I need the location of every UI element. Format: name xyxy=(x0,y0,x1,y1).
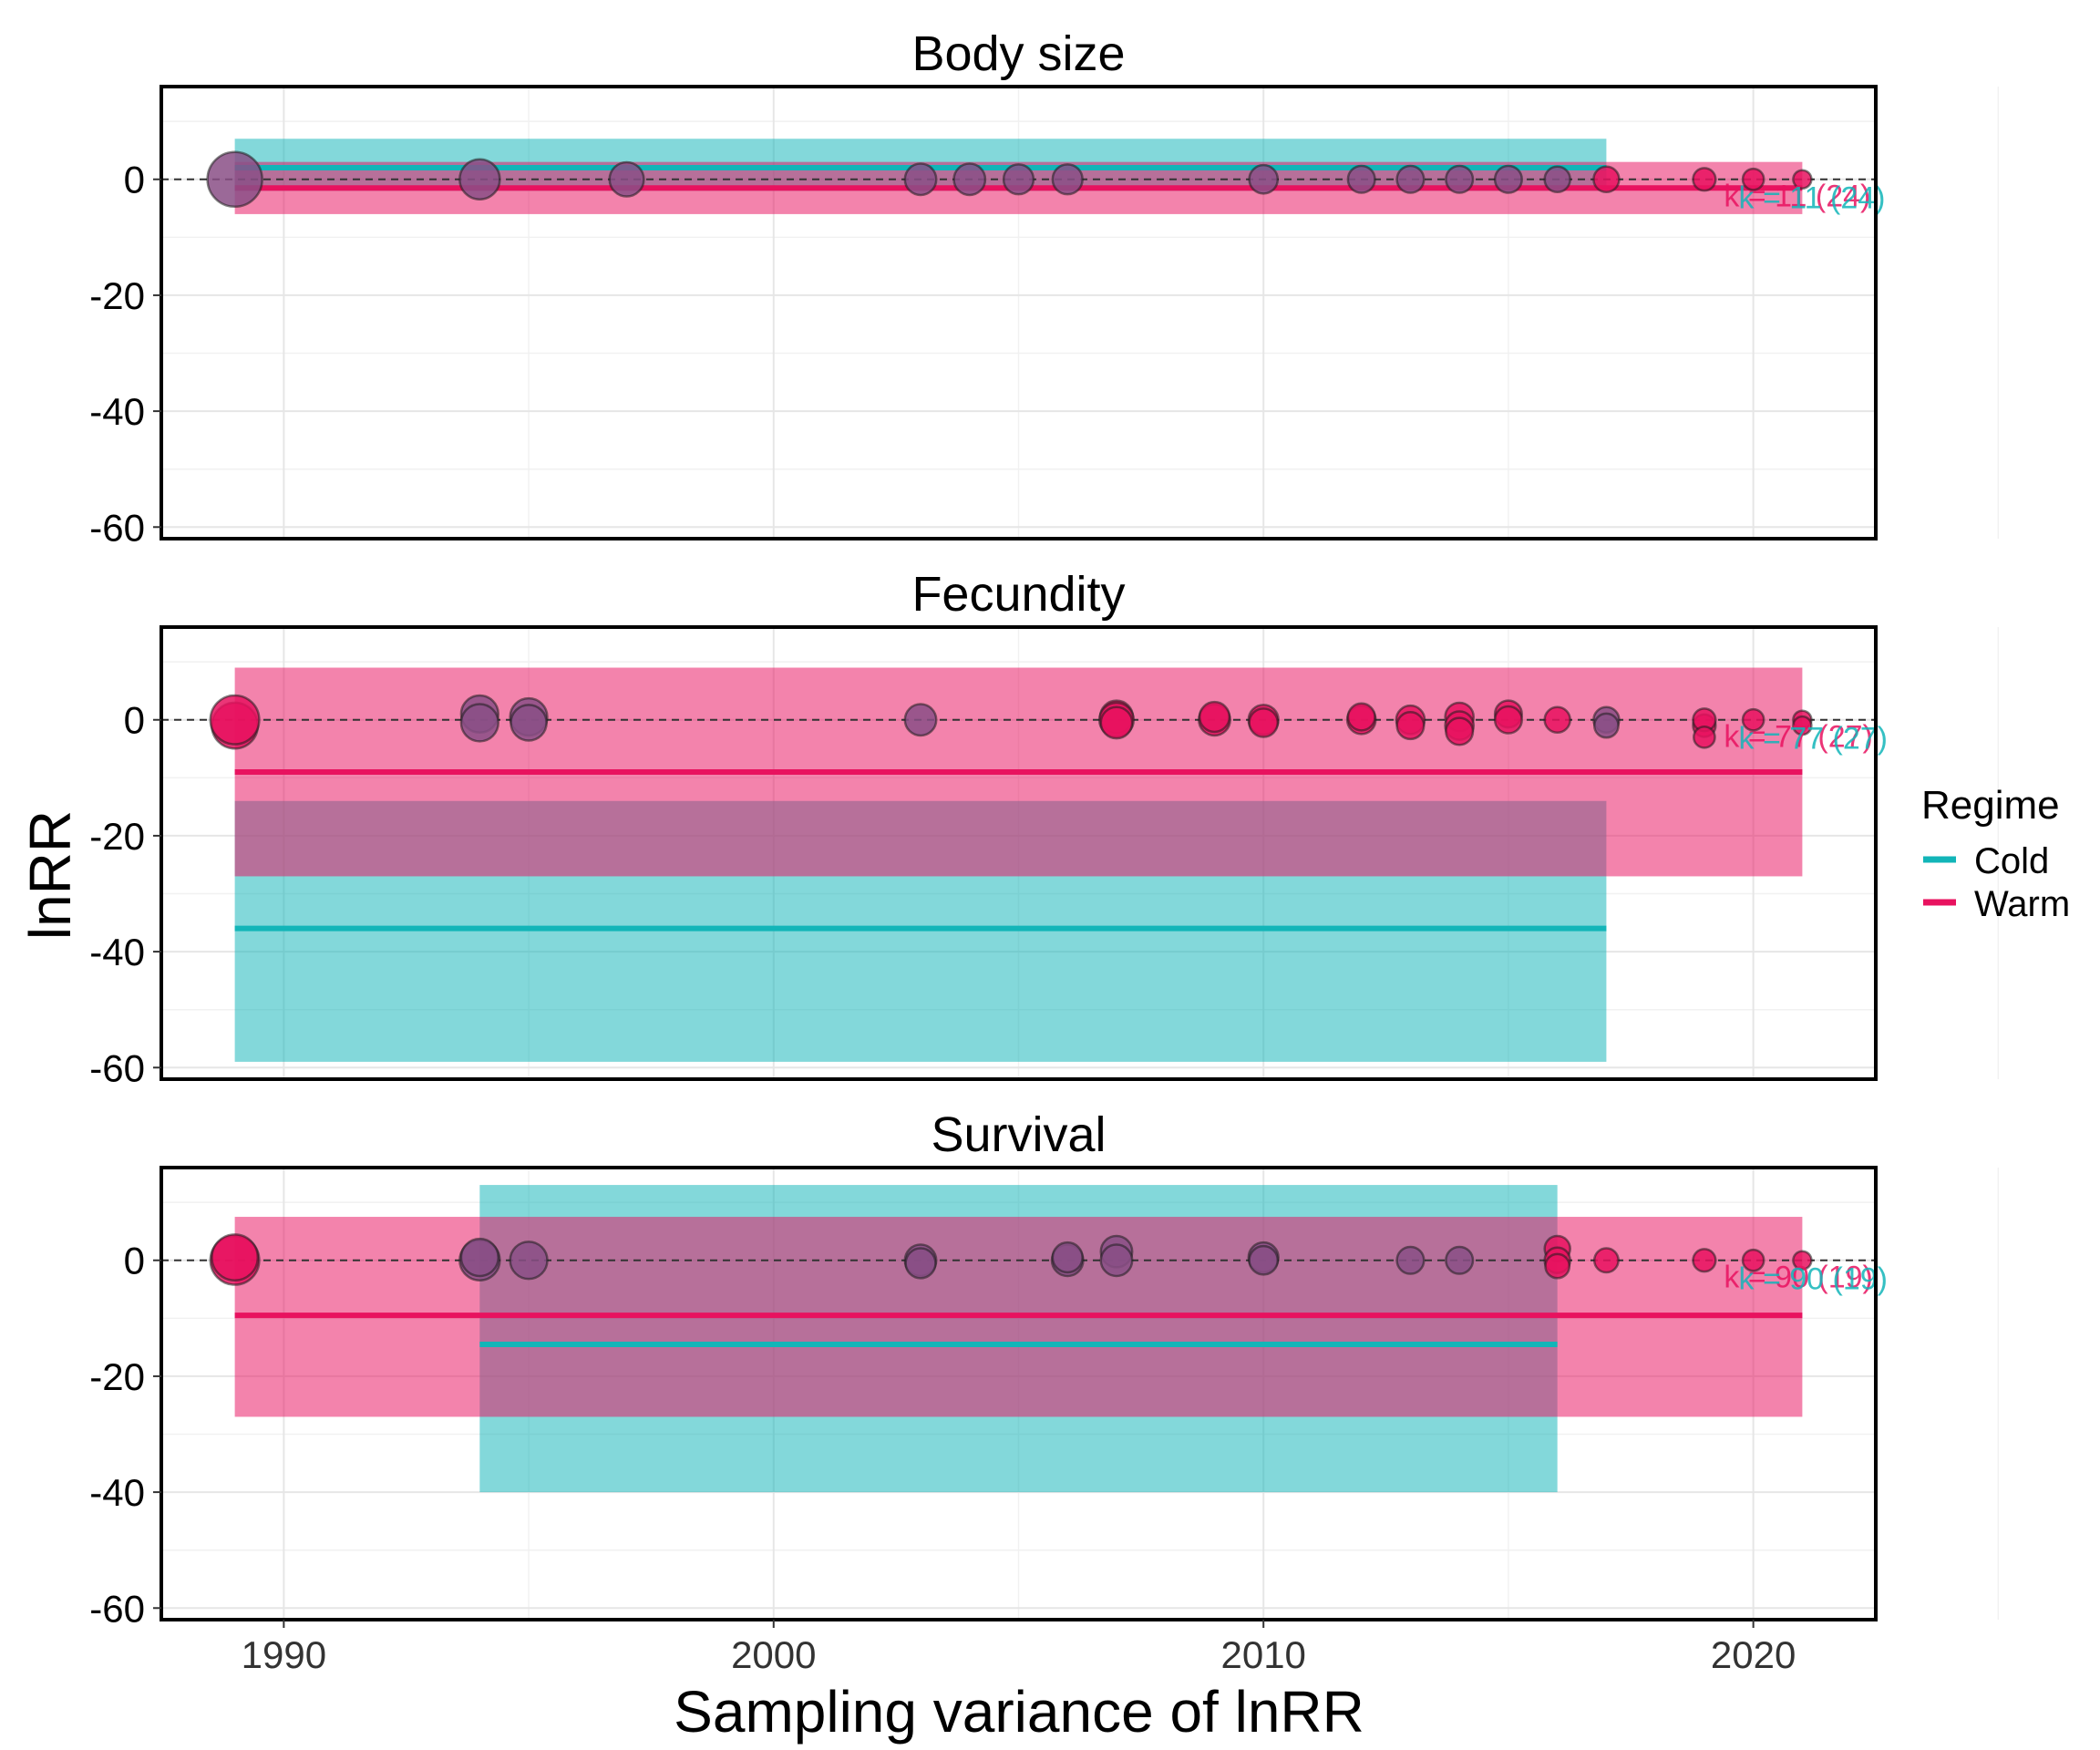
y-axis-title: lnRR xyxy=(17,810,83,940)
data-point xyxy=(1741,167,1765,191)
data-point xyxy=(904,1247,937,1280)
data-point xyxy=(1792,169,1813,190)
data-point xyxy=(1051,163,1084,196)
panel-border xyxy=(160,85,1878,540)
annotation-k-warm: k = 77 (27) xyxy=(1724,720,1872,755)
y-tick-label: -40 xyxy=(89,1471,145,1514)
data-point xyxy=(1792,1250,1813,1271)
y-tick-label: -20 xyxy=(89,815,145,858)
data-point xyxy=(1493,705,1523,735)
y-tick-label: -60 xyxy=(89,1587,145,1630)
annotation-k-cold: k = 90 (19) xyxy=(1739,1262,1888,1297)
data-point xyxy=(1693,725,1716,749)
y-tick-label: 0 xyxy=(124,699,145,742)
data-point xyxy=(1395,1245,1426,1275)
panel-border xyxy=(160,1166,1878,1621)
data-point xyxy=(458,158,501,201)
panel-body-size: k = 11 (24)k = 11 (24) 0 -20 -40 -60 Body siz… xyxy=(89,26,2000,549)
y-tick-label: -40 xyxy=(89,931,145,973)
y-tick-label: -40 xyxy=(89,390,145,433)
data-point xyxy=(1543,165,1571,193)
y-tick-label: -60 xyxy=(89,1046,145,1089)
x-axis-title: Sampling variance of lnRR xyxy=(674,1679,1364,1745)
panel-fecundity: k = 77 (27)k = 77 (27) 0 -20 -40 -60 Fecundit… xyxy=(89,567,2000,1089)
y-tick-label: -20 xyxy=(89,1355,145,1398)
panel-title: Fecundity xyxy=(911,567,1125,622)
data-point xyxy=(1544,1252,1571,1280)
data-point xyxy=(1198,700,1231,734)
panel-survival: k = 90 (19)k = 90 (19) 0 -20 -40 -60 1990 2000… xyxy=(89,1107,2000,1676)
data-point xyxy=(1592,712,1620,739)
data-point xyxy=(903,703,938,737)
data-point xyxy=(209,694,261,746)
data-point xyxy=(1248,707,1280,738)
data-point xyxy=(1445,164,1475,194)
data-point xyxy=(1592,1247,1620,1274)
y-tick-label: 0 xyxy=(124,1240,145,1282)
data-point xyxy=(1445,1245,1475,1275)
panel-border xyxy=(160,625,1878,1081)
legend-label-cold: Cold xyxy=(1974,841,2049,881)
data-point xyxy=(1346,702,1376,732)
y-tick-label: -20 xyxy=(89,274,145,317)
data-point xyxy=(1099,705,1134,740)
legend: Regime Cold Warm xyxy=(1921,783,2070,924)
data-point xyxy=(1395,711,1426,741)
data-point xyxy=(1493,164,1523,194)
legend-label-warm: Warm xyxy=(1974,884,2070,924)
data-point xyxy=(1692,1248,1717,1273)
annotation-k-warm: k = 11 (24) xyxy=(1724,180,1870,214)
data-point xyxy=(509,1240,549,1281)
data-point xyxy=(1099,1243,1134,1278)
data-point xyxy=(1543,705,1571,734)
annotation-k-warm: k = 90 (19) xyxy=(1724,1261,1872,1295)
annotation-k-cold: k = 11 (24) xyxy=(1739,181,1886,216)
x-tick-label: 1990 xyxy=(242,1633,326,1676)
data-point xyxy=(1692,167,1717,192)
data-point xyxy=(211,1233,260,1282)
x-tick-label: 2020 xyxy=(1711,1633,1796,1676)
data-point xyxy=(608,160,645,198)
data-point xyxy=(510,704,548,742)
data-point xyxy=(1395,164,1426,194)
data-point xyxy=(1792,715,1813,736)
data-point xyxy=(206,150,263,208)
y-tick-label: 0 xyxy=(124,159,145,201)
y-tick-label: -60 xyxy=(89,506,145,549)
data-point xyxy=(459,703,499,743)
data-point xyxy=(952,162,987,197)
legend-title: Regime xyxy=(1921,783,2060,828)
data-point xyxy=(1002,163,1035,196)
data-point xyxy=(459,1237,499,1278)
data-point xyxy=(1248,163,1280,195)
x-tick-label: 2010 xyxy=(1220,1633,1305,1676)
data-point xyxy=(1248,1244,1280,1276)
data-point xyxy=(1741,707,1765,732)
panel-title: Survival xyxy=(931,1107,1106,1162)
x-tick-label: 2000 xyxy=(731,1633,816,1676)
annotation-k-cold: k = 77 (27) xyxy=(1739,722,1888,757)
data-point xyxy=(1445,716,1475,746)
data-point xyxy=(1741,1248,1765,1272)
panels: k = 11 (24)k = 11 (24) 0 -20 -40 -60 Body siz… xyxy=(89,26,2000,1676)
data-point xyxy=(1346,164,1376,194)
data-point xyxy=(903,162,938,197)
panel-title: Body size xyxy=(911,26,1125,81)
data-point xyxy=(1051,1240,1084,1274)
data-point xyxy=(1592,165,1621,193)
